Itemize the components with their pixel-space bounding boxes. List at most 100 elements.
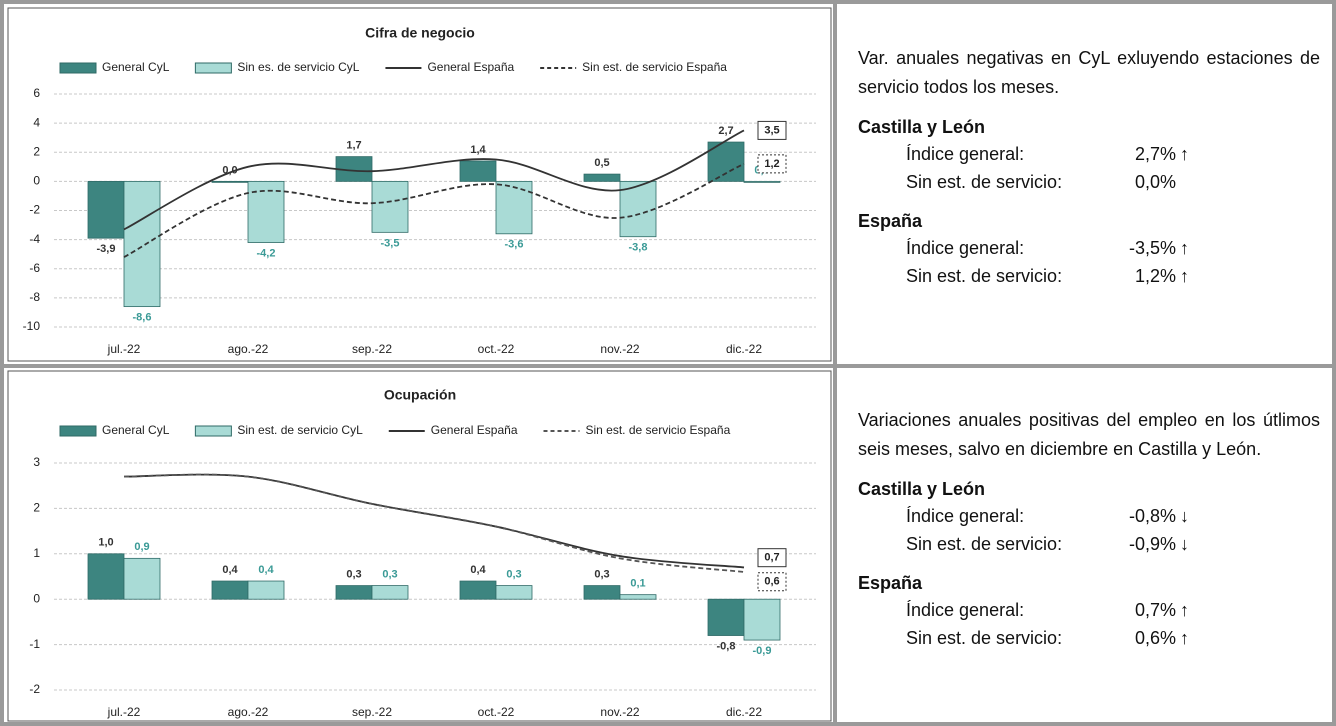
bar-value-label: -8,6 — [133, 312, 152, 324]
bar-value-label: -0,9 — [753, 645, 772, 657]
indicator-label: Índice general: — [906, 600, 1025, 620]
bar — [583, 585, 621, 600]
indicator-row: Sin est. de servicio: 0,6% ↑ — [858, 624, 1320, 652]
line-value-label: 0,7 — [764, 552, 779, 564]
chart-frame — [7, 370, 832, 722]
bar — [123, 180, 161, 308]
legend-label: Sin est. de servicio CyL — [237, 423, 363, 437]
bar — [459, 160, 497, 182]
legend-swatch — [59, 425, 97, 437]
legend-label: General CyL — [102, 423, 170, 437]
value-box — [757, 548, 787, 568]
x-tick-label: jul.-22 — [107, 705, 141, 719]
y-tick-label: 0 — [33, 591, 40, 605]
bar — [211, 580, 249, 600]
legend-label: General España — [427, 60, 514, 74]
bar-value-label: 0,4 — [222, 564, 238, 576]
x-tick-label: oct.-22 — [478, 705, 515, 719]
group-heading: Castilla y León — [858, 117, 986, 137]
chart-title: Ocupación — [384, 387, 456, 403]
value-box — [757, 572, 787, 592]
indicator-label: Índice general: — [906, 144, 1025, 164]
text-panel: Var. anuales negativas en CyL exluyendo … — [858, 44, 1320, 290]
bar — [707, 598, 745, 636]
group-heading: Castilla y León — [858, 479, 986, 499]
y-tick-label: 3 — [33, 455, 40, 469]
bar — [247, 580, 285, 600]
indicator-label: Sin est. de servicio: — [906, 266, 1063, 286]
indicator-label: Sin est. de servicio: — [906, 172, 1063, 192]
trend-arrow: ↑ — [1180, 600, 1189, 620]
indicator-label: Índice general: — [906, 238, 1025, 258]
y-tick-label: -1 — [29, 637, 40, 651]
bar-value-label: -4,2 — [257, 247, 276, 259]
y-tick-label: -2 — [29, 203, 40, 217]
bar — [619, 594, 657, 600]
bar — [371, 585, 409, 600]
bar-value-label: 0,3 — [506, 568, 521, 580]
line-value-label: 3,5 — [764, 124, 779, 136]
y-tick-label: -10 — [23, 319, 41, 333]
y-tick-label: 6 — [33, 86, 40, 100]
group-heading: España — [858, 573, 923, 593]
trend-arrow: ↑ — [1180, 266, 1189, 286]
bar-value-label: 0,5 — [594, 157, 609, 169]
bar — [619, 180, 657, 238]
y-tick-label: -4 — [29, 232, 40, 246]
trend-arrow: ↑ — [1180, 628, 1189, 648]
bar — [583, 173, 621, 182]
indicator-row: Sin est. de servicio: 1,2% ↑ — [858, 262, 1320, 290]
legend-label: Sin est. de servicio España — [582, 60, 727, 74]
legend-swatch — [59, 62, 97, 74]
bar — [87, 553, 125, 600]
trend-arrow: ↑ — [1180, 144, 1189, 164]
y-tick-label: 1 — [33, 546, 40, 560]
indicator-label: Índice general: — [906, 506, 1025, 526]
indicator-row: Índice general: 0,7% ↑ — [858, 596, 1320, 624]
legend-swatch — [194, 425, 232, 437]
indicator-value: 1,2% — [1134, 266, 1176, 286]
legend-label: Sin est. de servicio España — [586, 423, 731, 437]
bar-value-label: 0,9 — [134, 541, 149, 553]
bar-value-label: -3,5 — [381, 237, 400, 249]
indicator-value: 0,0% — [1134, 172, 1176, 192]
trend-arrow: ↓ — [1180, 534, 1189, 554]
indicator-value: 2,7% — [1134, 144, 1176, 164]
indicator-row: Sin est. de servicio: -0,9% ↓ — [858, 530, 1320, 558]
bar — [335, 585, 373, 600]
line-series — [123, 163, 745, 258]
panel-intro: Variaciones anuales positivas del empleo… — [858, 410, 1320, 459]
line-series — [123, 129, 745, 231]
bar — [743, 598, 781, 641]
bar-value-label: -3,9 — [97, 243, 116, 255]
bar-value-label: 0,3 — [346, 568, 361, 580]
bar-value-label: 0,3 — [594, 568, 609, 580]
bar-value-label: 1,0 — [98, 537, 113, 549]
bar — [123, 557, 161, 600]
bar-value-label: 0,4 — [258, 564, 274, 576]
bar — [495, 585, 533, 600]
legend-label: Sin es. de servicio CyL — [237, 60, 359, 74]
x-tick-label: ago.-22 — [228, 705, 269, 719]
y-tick-label: -8 — [29, 290, 40, 304]
legend-swatch — [194, 62, 232, 74]
text-panel: Variaciones anuales positivas del empleo… — [858, 406, 1320, 652]
bar — [495, 180, 533, 235]
bar — [211, 180, 249, 183]
indicator-value: -3,5% — [1128, 238, 1176, 258]
value-box — [757, 154, 787, 174]
indicator-row: Sin est. de servicio: 0,0% — [858, 168, 1320, 196]
bar-value-label: 0,3 — [382, 568, 397, 580]
trend-arrow: ↓ — [1180, 506, 1189, 526]
legend-label: General CyL — [102, 60, 170, 74]
indicator-value: -0,9% — [1128, 534, 1176, 554]
y-tick-label: 2 — [33, 501, 40, 515]
x-tick-label: dic.-22 — [726, 705, 762, 719]
chart-title: Cifra de negocio — [365, 25, 475, 41]
x-tick-label: nov.-22 — [600, 342, 639, 356]
bar-value-label: 1,7 — [346, 140, 361, 152]
bar — [459, 580, 497, 600]
bar-value-label: 1,4 — [470, 144, 486, 156]
value-box — [757, 120, 787, 140]
